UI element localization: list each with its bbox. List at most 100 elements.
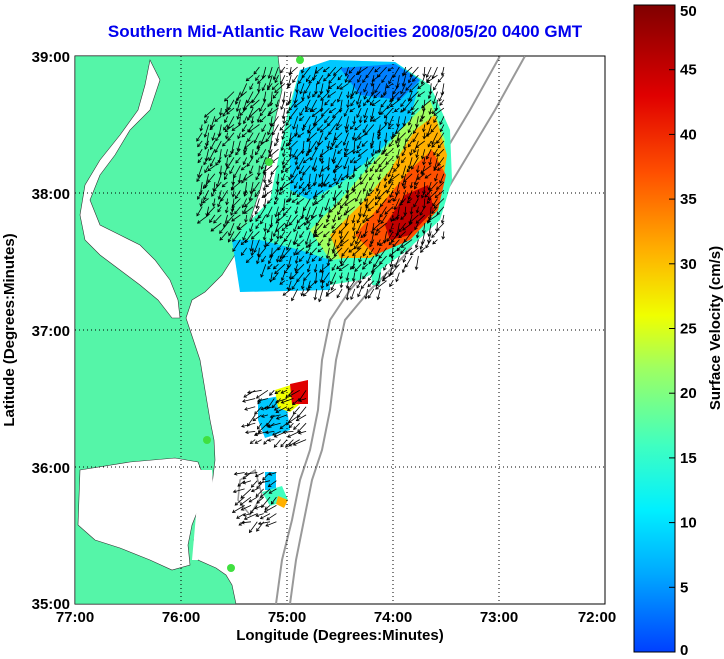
velocity-vector-head	[433, 166, 437, 171]
velocity-vector	[369, 99, 375, 106]
velocity-vector	[207, 173, 216, 183]
velocity-vector-head	[283, 270, 288, 274]
velocity-vector-head	[237, 122, 242, 127]
velocity-vector	[319, 148, 330, 158]
velocity-vector-head	[295, 89, 299, 93]
velocity-vector-head	[398, 228, 402, 233]
velocity-vector	[203, 190, 209, 200]
velocity-vector-head	[417, 85, 421, 89]
velocity-vector-head	[338, 109, 343, 113]
velocity-vector-head	[317, 242, 322, 247]
velocity-vector	[274, 83, 286, 93]
velocity-vector	[244, 198, 254, 207]
velocity-vector-head	[409, 185, 414, 189]
velocity-vector	[432, 107, 438, 114]
velocity-vector	[291, 288, 298, 301]
velocity-vector	[429, 108, 432, 115]
velocity-vector-head	[367, 99, 371, 103]
velocity-vector-head	[203, 133, 208, 138]
velocity-vector-head	[272, 76, 277, 81]
velocity-vector	[314, 288, 318, 300]
velocity-vector-head	[339, 242, 344, 247]
velocity-vector	[380, 99, 387, 108]
velocity-vector-head	[217, 133, 222, 138]
velocity-vector-head	[313, 280, 318, 285]
velocity-vector-head	[405, 87, 409, 91]
velocity-vector-head	[231, 181, 236, 186]
velocity-vector	[423, 157, 426, 165]
velocity-vector-head	[413, 149, 417, 154]
velocity-vector	[207, 165, 216, 172]
velocity-vector	[428, 231, 432, 243]
velocity-vector-head	[307, 129, 311, 134]
velocity-vector-head	[441, 236, 446, 240]
velocity-vector-head	[266, 405, 271, 410]
velocity-vector-head	[266, 229, 271, 234]
velocity-vector	[343, 206, 356, 216]
velocity-vector-head	[306, 287, 310, 292]
velocity-vector	[251, 231, 260, 240]
velocity-vector	[305, 239, 317, 248]
colorbar-label: Surface Velocity (cm/s)	[707, 246, 724, 410]
velocity-vector	[336, 288, 343, 298]
velocity-vector	[256, 496, 264, 504]
velocity-vector	[388, 116, 394, 126]
velocity-vector	[350, 239, 356, 247]
velocity-vector	[369, 247, 375, 255]
velocity-vector-head	[333, 178, 337, 182]
velocity-vector	[250, 99, 260, 109]
velocity-vector-head	[319, 153, 324, 158]
velocity-vector-head	[411, 111, 415, 115]
velocity-vector-head	[391, 239, 395, 244]
velocity-vector	[294, 148, 305, 160]
velocity-vector-head	[211, 193, 215, 197]
velocity-vector-head	[256, 260, 260, 265]
velocity-vector	[241, 505, 252, 511]
velocity-vector	[331, 222, 337, 229]
velocity-vector	[363, 255, 368, 265]
velocity-vector-head	[411, 78, 416, 82]
velocity-vector-head	[354, 268, 358, 272]
velocity-vector	[301, 280, 305, 289]
velocity-vector	[251, 91, 260, 103]
velocity-vector	[282, 157, 286, 165]
velocity-vector-head	[371, 78, 376, 82]
velocity-vector	[431, 132, 438, 145]
velocity-vector-head	[388, 80, 392, 85]
velocity-vector	[426, 149, 432, 160]
velocity-vector-head	[370, 92, 375, 96]
velocity-vector-head	[431, 75, 436, 80]
velocity-vector-head	[367, 283, 372, 288]
velocity-vector	[427, 124, 432, 136]
velocity-vector	[244, 231, 254, 243]
velocity-vector	[414, 173, 419, 186]
velocity-vector	[219, 222, 228, 234]
velocity-vector	[283, 116, 286, 124]
velocity-vector-head	[205, 143, 209, 147]
velocity-vector	[260, 488, 271, 498]
velocity-vector	[241, 165, 247, 171]
velocity-vector-head	[265, 430, 269, 435]
velocity-vector	[331, 263, 337, 271]
velocity-vector-head	[331, 267, 335, 271]
velocity-vector-head	[387, 199, 392, 203]
velocity-vector	[213, 198, 216, 207]
velocity-vector	[273, 222, 279, 237]
velocity-vector	[377, 124, 387, 134]
velocity-vector-head	[395, 155, 400, 160]
velocity-vector	[226, 157, 235, 169]
velocity-vector	[298, 390, 307, 402]
velocity-vector	[433, 148, 438, 156]
velocity-vector-head	[250, 252, 255, 257]
velocity-vector-head	[265, 242, 270, 247]
velocity-vector	[429, 206, 432, 220]
velocity-vector	[254, 431, 269, 436]
velocity-vector	[320, 99, 324, 112]
velocity-vector-head	[239, 502, 244, 506]
velocity-vector-head	[335, 181, 340, 186]
velocity-vector	[420, 247, 426, 253]
velocity-vector-head	[415, 154, 419, 159]
velocity-vector	[343, 157, 349, 169]
velocity-vector-head	[396, 144, 400, 148]
